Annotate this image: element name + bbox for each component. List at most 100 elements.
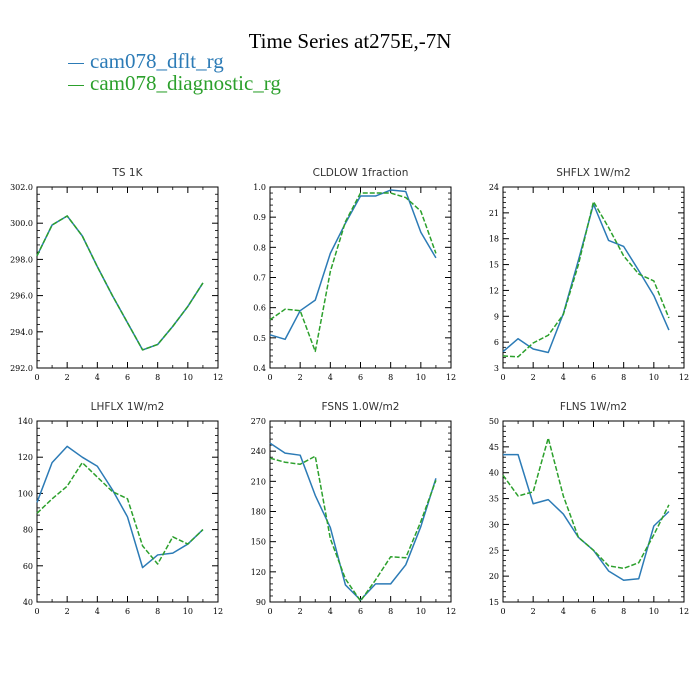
x-tick-label: 8 <box>155 373 160 382</box>
panel-title: LHFLX 1W/m2 <box>91 401 165 413</box>
x-tick-label: 2 <box>65 373 70 382</box>
panel-title: SHFLX 1W/m2 <box>556 167 631 179</box>
panel-title: FSNS 1.0W/m2 <box>322 401 400 413</box>
chart-panel-3: LHFLX 1W/m2 0 2 4 6 8 10 12 40 60 80 100 120 140 <box>18 401 223 616</box>
plot-frame <box>502 420 685 603</box>
x-tick-label: 6 <box>358 373 363 382</box>
panel-title: TS 1K <box>112 167 144 179</box>
x-tick-label: 6 <box>591 373 596 382</box>
x-tick-label: 10 <box>649 373 659 382</box>
x-tick-label: 12 <box>213 373 223 382</box>
x-tick-label: 6 <box>125 373 130 382</box>
series-line-0 <box>269 189 437 341</box>
y-tick-label: 292.0 <box>10 364 33 373</box>
y-tick-label: 150 <box>251 538 266 547</box>
series-line-0 <box>503 453 670 582</box>
x-tick-label: 12 <box>679 607 689 616</box>
series-line-0 <box>36 215 204 351</box>
y-tick-label: 0.8 <box>253 243 266 252</box>
x-tick-label: 6 <box>358 607 363 616</box>
y-tick-label: 45 <box>489 443 499 452</box>
y-tick-label: 240 <box>251 447 266 456</box>
x-tick-label: 2 <box>65 607 70 616</box>
y-tick-label: 0.9 <box>253 213 266 222</box>
plot-frame <box>36 186 219 369</box>
y-tick-label: 300.0 <box>10 219 33 228</box>
y-tick-label: 0.4 <box>253 364 266 373</box>
series-line-1 <box>502 437 670 570</box>
x-tick-label: 4 <box>95 373 100 382</box>
x-tick-label: 10 <box>416 607 426 616</box>
y-tick-label: 40 <box>23 598 33 607</box>
x-tick-label: 10 <box>183 607 193 616</box>
page-title: Time Series at275E,-7N <box>248 29 452 53</box>
y-tick-label: 15 <box>489 261 499 270</box>
y-tick-label: 120 <box>251 568 266 577</box>
panel-title: FLNS 1W/m2 <box>560 401 627 413</box>
x-tick-label: 6 <box>591 607 596 616</box>
y-tick-label: 40 <box>489 469 499 478</box>
series-line-0 <box>502 203 670 354</box>
y-tick-label: 100 <box>18 489 33 498</box>
x-tick-label: 2 <box>531 373 536 382</box>
y-tick-label: 0.5 <box>253 334 266 343</box>
y-tick-label: 9 <box>494 312 499 321</box>
y-tick-label: 90 <box>256 598 266 607</box>
plot-frame <box>269 186 452 369</box>
chart-panel-1: CLDLOW 1fraction 0 2 4 6 8 10 12 0.4 0.5 0.6 0.7 0.8… <box>253 167 456 382</box>
y-tick-label: 294.0 <box>10 328 33 337</box>
series-line-1 <box>36 215 204 351</box>
legend-entry-diagnostic: cam078_diagnostic_rg <box>68 71 281 96</box>
y-tick-label: 30 <box>489 520 499 529</box>
y-tick-label: 80 <box>23 526 33 535</box>
y-tick-label: 210 <box>251 477 266 486</box>
x-tick-label: 2 <box>298 373 303 382</box>
y-tick-label: 140 <box>18 417 33 426</box>
x-tick-label: 0 <box>500 373 505 382</box>
y-tick-label: 21 <box>489 209 499 218</box>
x-tick-label: 12 <box>446 373 456 382</box>
chart-panel-0: TS 1K 0 2 4 6 8 10 12 292.0 294.0 296.0 298.0 300.0 3… <box>10 167 223 382</box>
x-tick-label: 0 <box>34 373 39 382</box>
y-tick-label: 0.6 <box>253 304 266 313</box>
series-line-1 <box>269 192 437 353</box>
legend-label-dflt: cam078_dflt_rg <box>90 49 224 73</box>
y-tick-label: 0.7 <box>253 274 266 283</box>
y-tick-label: 24 <box>489 183 499 192</box>
x-tick-label: 0 <box>267 607 272 616</box>
y-tick-label: 298.0 <box>10 255 33 264</box>
x-tick-label: 6 <box>125 607 130 616</box>
x-tick-label: 8 <box>621 607 626 616</box>
x-tick-label: 0 <box>34 607 39 616</box>
legend-line-dflt <box>68 62 84 64</box>
y-tick-label: 180 <box>251 508 266 517</box>
x-tick-label: 8 <box>155 607 160 616</box>
y-tick-label: 302.0 <box>10 183 33 192</box>
y-tick-label: 296.0 <box>10 292 33 301</box>
x-tick-label: 10 <box>416 373 426 382</box>
legend-line-diagnostic <box>68 84 84 86</box>
x-tick-label: 8 <box>388 373 393 382</box>
x-tick-label: 4 <box>561 607 566 616</box>
x-tick-label: 4 <box>561 373 566 382</box>
x-tick-label: 4 <box>328 607 333 616</box>
chart-panel-4: FSNS 1.0W/m2 0 2 4 6 8 10 12 90 120 150 180 210 240 27… <box>251 401 456 616</box>
panel-title: CLDLOW 1fraction <box>313 167 409 179</box>
x-tick-label: 2 <box>531 607 536 616</box>
series-line-0 <box>36 445 204 569</box>
y-tick-label: 1.0 <box>253 183 266 192</box>
x-tick-label: 12 <box>213 607 223 616</box>
x-tick-label: 12 <box>679 373 689 382</box>
y-tick-label: 120 <box>18 453 33 462</box>
y-tick-label: 18 <box>489 235 499 244</box>
series-line-1 <box>36 461 204 565</box>
y-tick-label: 50 <box>489 417 499 426</box>
legend-label-diagnostic: cam078_diagnostic_rg <box>90 71 281 95</box>
x-tick-label: 12 <box>446 607 456 616</box>
plot-frame <box>36 420 219 603</box>
legend-entry-dflt: cam078_dflt_rg <box>68 49 224 74</box>
y-tick-label: 20 <box>489 572 499 581</box>
series-line-0 <box>269 442 437 601</box>
x-tick-label: 8 <box>388 607 393 616</box>
x-tick-label: 8 <box>621 373 626 382</box>
